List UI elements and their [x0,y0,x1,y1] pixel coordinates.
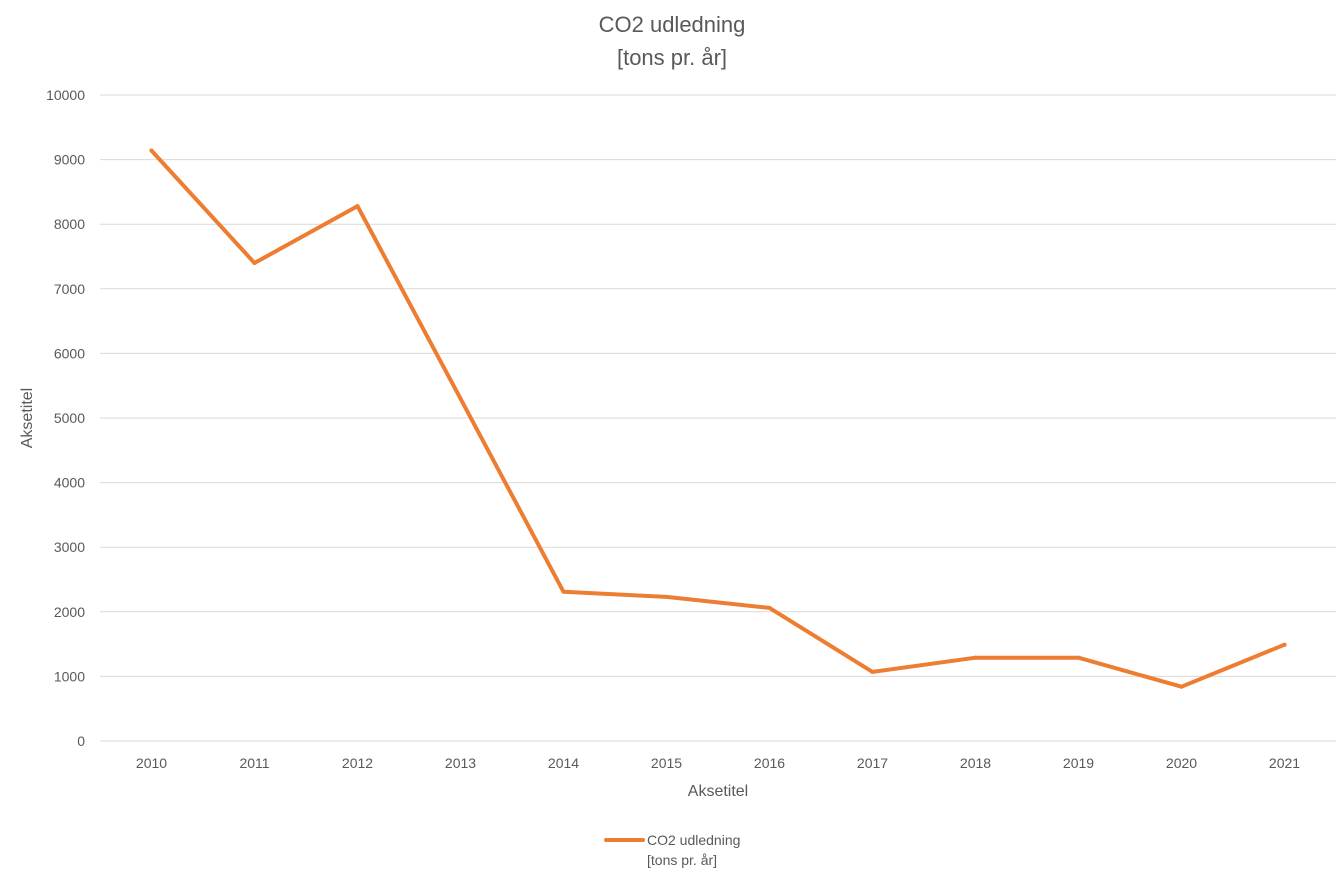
y-tick-label: 4000 [54,475,85,491]
y-tick-label: 8000 [54,216,85,232]
x-axis-tick-labels: 2010 2011 2012 2013 2014 2015 2016 2017 2018 2019… [136,755,1300,771]
data-point-2014 [561,589,566,594]
legend-label-line-1: CO2 udledning [647,832,740,848]
data-point-2019 [1076,655,1081,660]
legend-label-line-2: [tons pr. år] [647,852,717,868]
x-tick-label: 2012 [342,755,373,771]
y-tick-label: 3000 [54,539,85,555]
gridlines [100,94,1336,742]
data-point-2011 [252,260,257,265]
data-point-2021 [1282,642,1287,647]
data-point-2016 [767,605,772,610]
data-point-2017 [870,669,875,674]
x-tick-label: 2014 [548,755,579,771]
x-tick-label: 2010 [136,755,167,771]
y-tick-label: 1000 [54,668,85,684]
data-point-2010 [149,148,154,153]
data-point-2013 [458,396,463,401]
x-tick-label: 2017 [857,755,888,771]
data-point-2020 [1179,684,1184,689]
x-axis-title: Aksetitel [688,783,748,800]
series-layer [149,148,1287,689]
series-line-0 [149,148,1287,689]
y-axis-tick-labels: 0 1000 2000 3000 4000 5000 6000 7000 8000 9000 100… [46,87,85,749]
chart-title-line-1: CO2 udledning [599,12,746,37]
data-point-2018 [973,655,978,660]
x-tick-label: 2018 [960,755,991,771]
y-tick-label: 5000 [54,410,85,426]
y-tick-label: 0 [77,733,85,749]
y-tick-label: 9000 [54,152,85,168]
x-tick-label: 2013 [445,755,476,771]
y-axis-title: Aksetitel [19,388,36,448]
chart-title: CO2 udledning [tons pr. år] [599,12,746,70]
data-point-2012 [355,204,360,209]
chart-title-line-2: [tons pr. år] [617,45,727,70]
x-tick-label: 2019 [1063,755,1094,771]
y-tick-label: 7000 [54,281,85,297]
y-tick-label: 6000 [54,345,85,361]
y-tick-label: 2000 [54,604,85,620]
x-tick-label: 2021 [1269,755,1300,771]
x-tick-label: 2015 [651,755,682,771]
x-tick-label: 2020 [1166,755,1197,771]
x-tick-label: 2016 [754,755,785,771]
y-tick-label: 10000 [46,87,85,103]
legend: CO2 udledning [tons pr. år] [604,832,740,868]
data-point-2015 [664,594,669,599]
x-tick-label: 2011 [239,755,269,771]
